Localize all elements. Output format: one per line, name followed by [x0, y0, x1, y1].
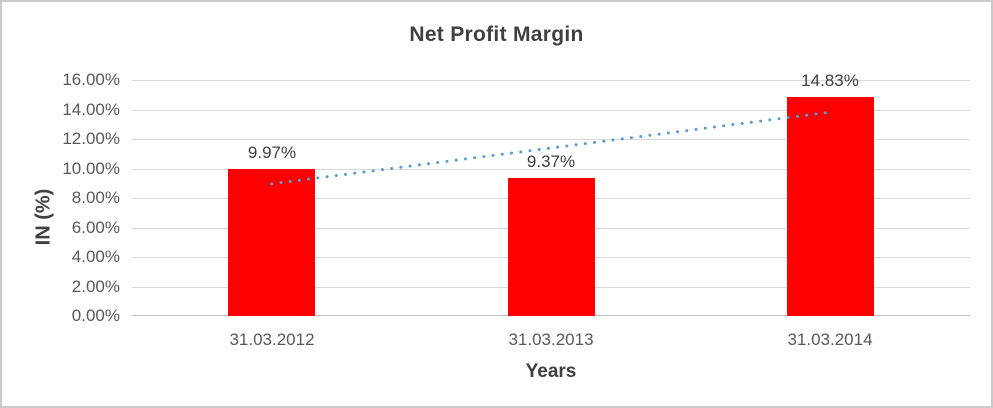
y-tick-label: 16.00%	[62, 70, 120, 89]
y-tick-label: 10.00%	[62, 159, 120, 178]
x-axis-title: Years	[525, 361, 577, 382]
bar-data-label: 9.97%	[247, 143, 297, 162]
y-tick-label: 6.00%	[71, 218, 120, 237]
bar	[228, 169, 315, 316]
x-tick-label: 31.03.2012	[229, 330, 315, 349]
x-tick-label: 31.03.2014	[787, 330, 873, 349]
gridline	[132, 139, 970, 140]
bar-data-label: 14.83%	[801, 71, 859, 90]
bar	[508, 178, 595, 316]
y-tick-label: 12.00%	[62, 129, 120, 148]
y-tick-label: 2.00%	[71, 277, 120, 296]
trendline-dots	[270, 110, 832, 186]
y-tick-label: 8.00%	[71, 188, 120, 207]
plot-area	[132, 80, 970, 316]
y-tick-label: 14.00%	[62, 100, 120, 119]
bar	[787, 97, 874, 316]
y-tick-label: 0.00%	[71, 306, 120, 325]
gridline	[132, 110, 970, 111]
gridline	[132, 169, 970, 170]
bar-data-label: 9.37%	[526, 152, 576, 171]
x-tick-label: 31.03.2013	[508, 330, 594, 349]
trendline	[270, 110, 832, 186]
y-tick-label: 4.00%	[71, 247, 120, 266]
chart-title: Net Profit Margin	[409, 23, 584, 46]
gridline	[132, 80, 970, 81]
